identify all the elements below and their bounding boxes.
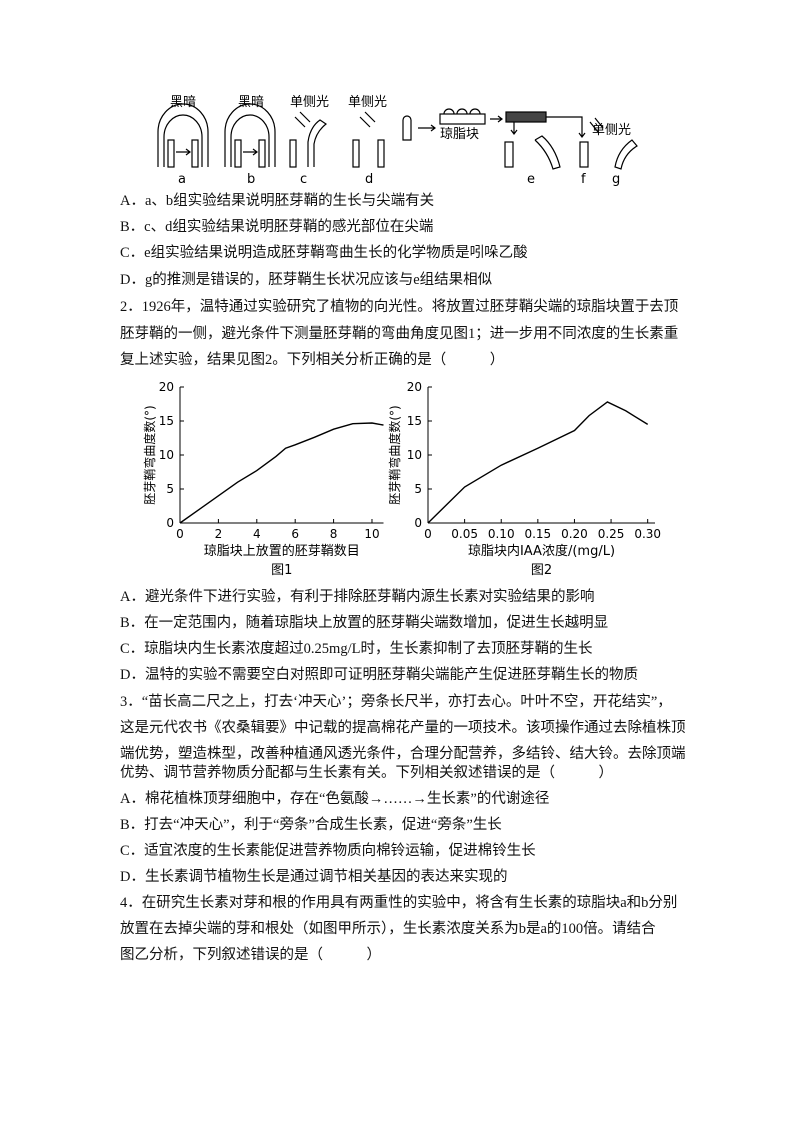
x-tick-label: 10 bbox=[364, 527, 379, 541]
data-line bbox=[179, 422, 384, 524]
diagram-label: 单侧光 bbox=[290, 95, 329, 110]
option: B．c、d组实验结果说明胚芽鞘的感光部位在尖端 bbox=[120, 219, 434, 235]
coleoptile bbox=[579, 141, 589, 168]
option: A．a、b组实验结果说明胚芽鞘的生长与尖端有关 bbox=[120, 193, 435, 209]
chart: 0 5 10 15 20 0 0.05 0.10 0.15 0.20 0.25 0.30 琼脂块内IAA… bbox=[387, 380, 661, 578]
question-stem: 优势、调节营养物质分配都与生长素有关。下列相关叙述错误的是（ ） bbox=[120, 765, 613, 781]
arrow bbox=[510, 116, 586, 138]
x-tick-label: 0.30 bbox=[634, 527, 661, 541]
y-tick-label: 20 bbox=[159, 380, 174, 394]
question-stem: 这是元代农书《农桑辑要》中记载的提高棉花产量的一项技术。该项操作通过去除植株顶 bbox=[120, 720, 686, 736]
question-stem: 3．“苗长高二尺之上，打去‘冲天心’；旁条长尺半，亦打去心。叶叶不空，开花结实”… bbox=[120, 694, 672, 710]
light-arrow bbox=[589, 117, 604, 133]
diagram-letter: b bbox=[247, 172, 255, 187]
diagram-letter: c bbox=[300, 172, 307, 187]
option: D．g的推测是错误的，胚芽鞘生长状况应该与e组结果相似 bbox=[120, 272, 493, 288]
x-tick-label: 0.15 bbox=[524, 527, 551, 541]
question-stem: 4．在研究生长素对芽和根的作用具有两重性的实验中，将含有生长素的琼脂块a和b分别 bbox=[120, 895, 678, 911]
agar-block bbox=[439, 113, 486, 125]
option: C．琼脂块内生长素浓度超过0.25mg/L时，生长素抑制了去顶胚芽鞘的生长 bbox=[120, 641, 593, 657]
y-tick-label: 10 bbox=[159, 448, 174, 462]
arrow bbox=[418, 124, 436, 132]
agar-block bbox=[505, 111, 547, 123]
x-tick-label: 4 bbox=[253, 527, 261, 541]
question-stem: 端优势，塑造株型，改善种植通风透光条件，合理分配营养，多结铃、结大铃。去除顶端 bbox=[120, 746, 686, 762]
coleoptile bbox=[534, 135, 561, 170]
caption: 图1 bbox=[271, 563, 292, 578]
diagram-label: 单侧光 bbox=[592, 123, 631, 138]
light-arrow bbox=[294, 111, 311, 128]
y-tick-label: 15 bbox=[407, 414, 422, 428]
coleoptile bbox=[167, 139, 175, 168]
coleoptile bbox=[377, 139, 385, 168]
diagram-label: 黑暗 bbox=[170, 95, 196, 110]
y-tick-label: 10 bbox=[407, 448, 422, 462]
option: B．在一定范围内，随着琼脂块上放置的胚芽鞘尖端数增加，促进生长越明显 bbox=[120, 615, 609, 631]
coleoptile bbox=[352, 139, 360, 168]
coleoptile bbox=[234, 139, 242, 168]
x-tick-label: 2 bbox=[215, 527, 223, 541]
coleoptile bbox=[402, 115, 412, 141]
x-tick-label: 0.20 bbox=[561, 527, 588, 541]
coleoptile bbox=[504, 141, 514, 168]
diagram-label: 单侧光 bbox=[348, 95, 387, 110]
tips bbox=[443, 108, 481, 115]
x-tick-label: 0.25 bbox=[598, 527, 625, 541]
coleoptile bbox=[258, 139, 266, 168]
option: C．适宜浓度的生长素能促进营养物质向棉铃运输，促进棉铃生长 bbox=[120, 843, 536, 859]
diagram-letter: f bbox=[581, 172, 586, 187]
arrow bbox=[243, 148, 258, 156]
diagram-letter: e bbox=[527, 172, 535, 187]
y-axis-label: 胚芽鞘弯曲度数(°) bbox=[387, 405, 402, 504]
y-tick-label: 0 bbox=[414, 516, 422, 530]
diagram-label: 黑暗 bbox=[238, 95, 264, 110]
question-stem: 放置在去掉尖端的芽和根处（如图甲所示），生长素浓度关系为b是a的100倍。请结合 bbox=[120, 921, 656, 937]
option: A．避光条件下进行实验，有利于排除胚芽鞘内源生长素对实验结果的影响 bbox=[120, 589, 595, 605]
option: C．e组实验结果说明造成胚芽鞘弯曲生长的化学物质是吲哚乙酸 bbox=[120, 245, 528, 261]
diagram-letter: a bbox=[178, 172, 186, 187]
option: B．打去“冲天心”，利于“旁条”合成生长素，促进“旁条”生长 bbox=[120, 817, 502, 833]
question-stem: 胚芽鞘的一侧，避光条件下测量胚芽鞘的弯曲角度见图1；进一步用不同浓度的生长素重 bbox=[120, 326, 679, 342]
x-tick-label: 0 bbox=[424, 527, 432, 541]
y-tick-label: 0 bbox=[166, 516, 174, 530]
diagram: 黑暗 黑暗 单侧光 单侧光 琼脂块 单侧光 a b c d e f g bbox=[157, 95, 638, 187]
x-tick-label: 8 bbox=[330, 527, 338, 541]
caption: 图2 bbox=[531, 563, 552, 578]
diagram-letter: g bbox=[612, 172, 620, 187]
dark-box bbox=[157, 103, 209, 167]
y-tick-label: 15 bbox=[159, 414, 174, 428]
option: D．生长素调节植物生长是通过调节相关基因的表达来实现的 bbox=[120, 869, 508, 885]
y-axis-label: 胚芽鞘弯曲度数(°) bbox=[142, 405, 157, 504]
x-axis-label: 琼脂块上放置的胚芽鞘数目 bbox=[204, 543, 360, 559]
x-tick-label: 0.05 bbox=[451, 527, 478, 541]
question-stem: 2．1926年，温特通过实验研究了植物的向光性。将放置过胚芽鞘尖端的琼脂块置于去… bbox=[120, 299, 679, 315]
dark-box bbox=[224, 103, 276, 167]
arrow bbox=[176, 148, 191, 156]
coleoptile bbox=[307, 119, 328, 167]
coleoptile bbox=[614, 139, 638, 170]
question-stem: 复上述实验，结果见图2。下列相关分析正确的是（ ） bbox=[120, 352, 505, 368]
data-line bbox=[427, 401, 649, 524]
question-stem: 图乙分析，下列叙述错误的是（ ） bbox=[120, 947, 381, 963]
light-arrow bbox=[359, 111, 376, 128]
y-tick-label: 5 bbox=[414, 482, 422, 496]
y-tick-label: 20 bbox=[407, 380, 422, 394]
coleoptile bbox=[191, 139, 199, 168]
x-tick-label: 6 bbox=[291, 527, 299, 541]
x-tick-label: 0 bbox=[176, 527, 184, 541]
dark-box bbox=[230, 114, 270, 167]
diagram-label: 琼脂块 bbox=[440, 127, 479, 142]
x-tick-label: 0.10 bbox=[488, 527, 515, 541]
option: A．棉花植株顶芽细胞中，存在“色氨酸→……→生长素”的代谢途径 bbox=[120, 791, 550, 807]
y-tick-label: 5 bbox=[166, 482, 174, 496]
coleoptile bbox=[289, 139, 297, 168]
option: D．温特的实验不需要空白对照即可证明胚芽鞘尖端能产生促进胚芽鞘生长的物质 bbox=[120, 667, 638, 683]
x-axis-label: 琼脂块内IAA浓度/(mg/L) bbox=[468, 543, 615, 559]
dark-box bbox=[163, 114, 203, 167]
diagram-letter: d bbox=[365, 172, 373, 187]
arrow bbox=[490, 115, 503, 123]
